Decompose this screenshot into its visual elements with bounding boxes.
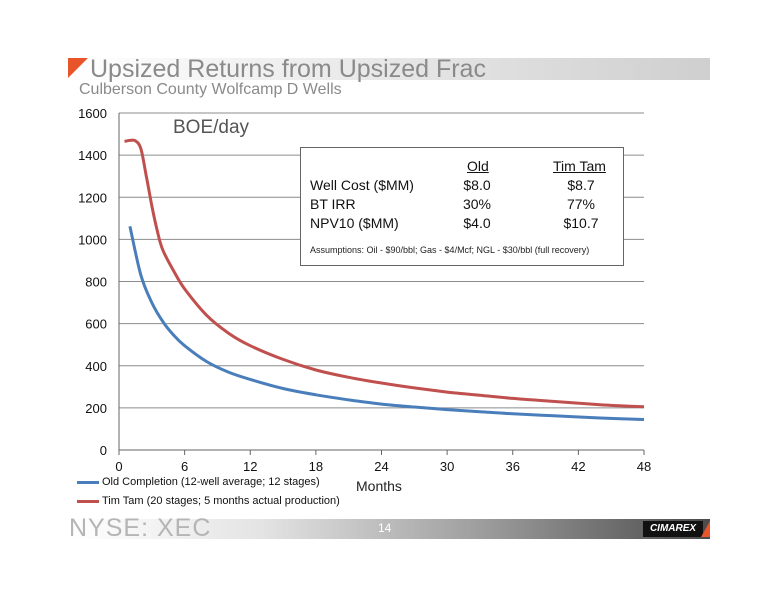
legend-swatch-old bbox=[77, 480, 99, 484]
legend-item-timtam: Tim Tam (20 stages; 5 months actual prod… bbox=[77, 495, 340, 507]
x-tick-label: 18 bbox=[309, 459, 323, 474]
y-tick-label: 1600 bbox=[78, 106, 107, 121]
table-header-timtam: Tim Tam bbox=[553, 158, 606, 174]
legend-label-timtam: Tim Tam (20 stages; 5 months actual prod… bbox=[102, 495, 340, 507]
y-axis-label: BOE/day bbox=[173, 117, 250, 138]
y-tick-label: 600 bbox=[85, 317, 107, 332]
y-tick-label: 0 bbox=[100, 443, 107, 458]
x-tick-label: 36 bbox=[506, 459, 520, 474]
table-cell-old: $4.0 bbox=[463, 215, 491, 231]
y-tick-label: 1400 bbox=[78, 148, 107, 163]
slide-title: Upsized Returns from Upsized Frac bbox=[90, 55, 486, 83]
page-number: 14 bbox=[378, 521, 392, 535]
x-tick-label: 24 bbox=[374, 459, 388, 474]
series-line-tim-tam bbox=[124, 138, 645, 409]
y-tick-label: 1200 bbox=[78, 190, 107, 205]
assumptions-note: Assumptions: Oil - $90/bbl; Gas - $4/Mcf… bbox=[310, 245, 590, 255]
x-tick-label: 48 bbox=[637, 459, 651, 474]
footer-bar bbox=[68, 519, 710, 539]
legend-swatch-timtam bbox=[77, 499, 99, 503]
table-cell-timtam: $10.7 bbox=[563, 215, 599, 231]
title-accent-triangle bbox=[68, 58, 88, 78]
stock-ticker: NYSE: XEC bbox=[69, 514, 212, 542]
x-tick-label: 0 bbox=[115, 459, 122, 474]
legend-label-old: Old Completion (12-well average; 12 stag… bbox=[102, 476, 320, 488]
table-cell-timtam: 77% bbox=[566, 196, 596, 212]
y-tick-label: 1000 bbox=[78, 232, 107, 247]
comparison-table: Old Tim Tam Well Cost ($MM) $8.0 $8.7 BT… bbox=[300, 147, 624, 266]
table-row-label: BT IRR bbox=[310, 196, 356, 212]
logo-accent-triangle bbox=[701, 521, 710, 537]
company-logo: CIMAREX bbox=[643, 521, 703, 537]
table-row-label: Well Cost ($MM) bbox=[310, 177, 414, 193]
x-tick-label: 42 bbox=[571, 459, 585, 474]
x-tick-label: 6 bbox=[181, 459, 188, 474]
legend-item-old: Old Completion (12-well average; 12 stag… bbox=[77, 476, 320, 488]
y-tick-label: 200 bbox=[85, 401, 107, 416]
x-tick-label: 30 bbox=[440, 459, 454, 474]
title-bar bbox=[68, 58, 710, 80]
table-cell-timtam: $8.7 bbox=[567, 177, 595, 193]
y-tick-label: 800 bbox=[85, 275, 107, 290]
x-tick-label: 12 bbox=[243, 459, 257, 474]
table-cell-old: 30% bbox=[462, 196, 492, 212]
slide-subtitle: Culberson County Wolfcamp D Wells bbox=[79, 81, 342, 98]
table-header-old: Old bbox=[467, 158, 489, 174]
x-axis-label: Months bbox=[356, 478, 402, 494]
series-line-old-completion bbox=[128, 225, 645, 421]
y-tick-label: 400 bbox=[85, 359, 107, 374]
table-row-label: NPV10 ($MM) bbox=[310, 215, 399, 231]
table-cell-old: $8.0 bbox=[463, 177, 491, 193]
